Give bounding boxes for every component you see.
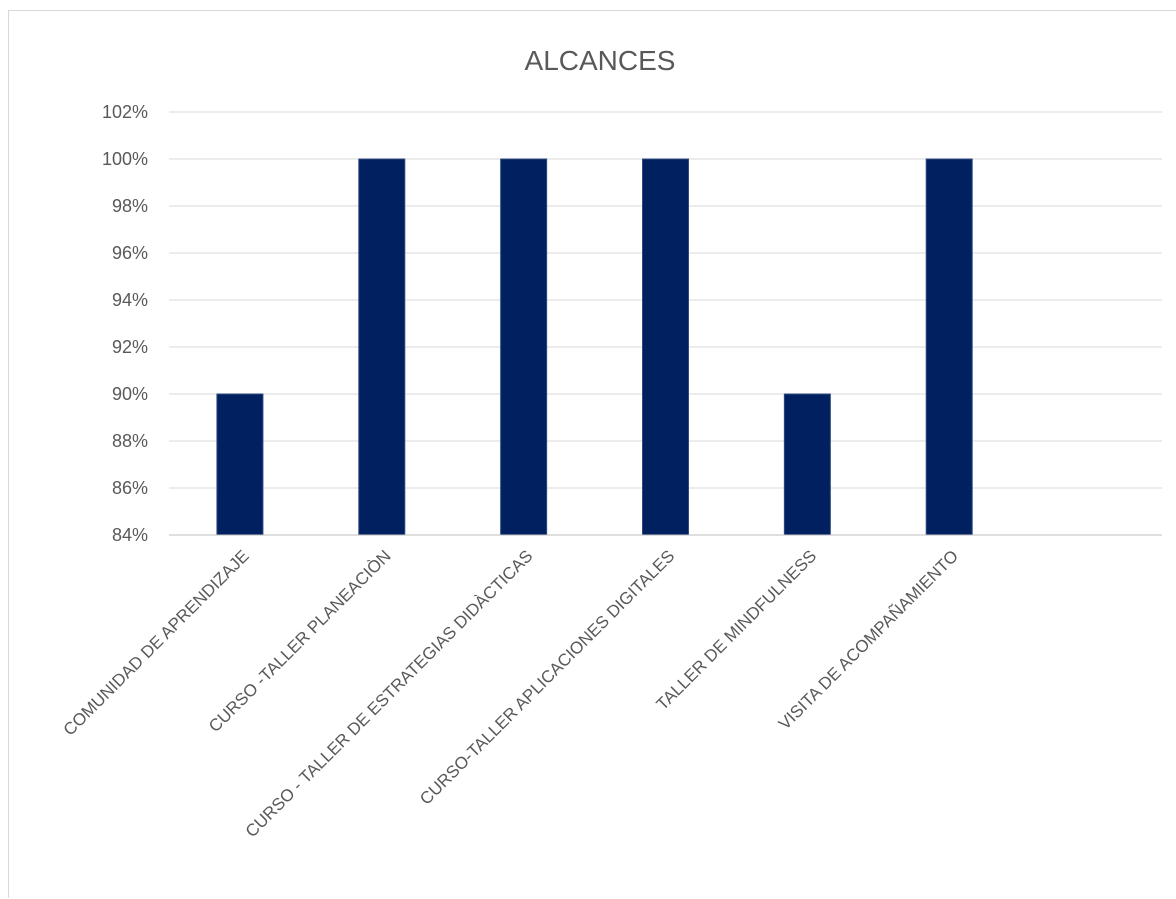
y-tick-label: 96% bbox=[112, 243, 148, 263]
y-tick-label: 86% bbox=[112, 478, 148, 498]
x-category-label: TALLER DE MINDFULNESS bbox=[653, 546, 821, 714]
bar-chart: ALCANCES 84% 86% 88% 90% 92% 94% 96% 98% 100% 102… bbox=[60, 45, 1162, 841]
y-tick-label: 100% bbox=[102, 149, 148, 169]
bar bbox=[925, 158, 973, 536]
y-tick-label: 88% bbox=[112, 431, 148, 451]
chart-title: ALCANCES bbox=[525, 45, 676, 76]
bar bbox=[216, 393, 264, 536]
y-tick-label: 102% bbox=[102, 102, 148, 122]
chart-frame: ALCANCES 84% 86% 88% 90% 92% 94% 96% 98% 100% 102… bbox=[8, 10, 1176, 898]
y-axis-tick-labels: 84% 86% 88% 90% 92% 94% 96% 98% 100% 102% bbox=[102, 102, 148, 545]
y-tick-label: 94% bbox=[112, 290, 148, 310]
y-tick-label: 90% bbox=[112, 384, 148, 404]
y-tick-label: 98% bbox=[112, 196, 148, 216]
y-tick-label: 92% bbox=[112, 337, 148, 357]
y-tick-label: 84% bbox=[112, 525, 148, 545]
bar bbox=[500, 158, 548, 536]
x-category-label: CURSO - TALLER DE ESTRATEGIAS DIDÀCTICAS bbox=[242, 546, 537, 841]
bar bbox=[358, 158, 406, 536]
bar bbox=[642, 158, 689, 536]
x-category-label: CURSO-TALLER APLICACIONES DIGITALES bbox=[416, 546, 678, 808]
bar bbox=[783, 393, 831, 536]
bars bbox=[216, 158, 973, 536]
